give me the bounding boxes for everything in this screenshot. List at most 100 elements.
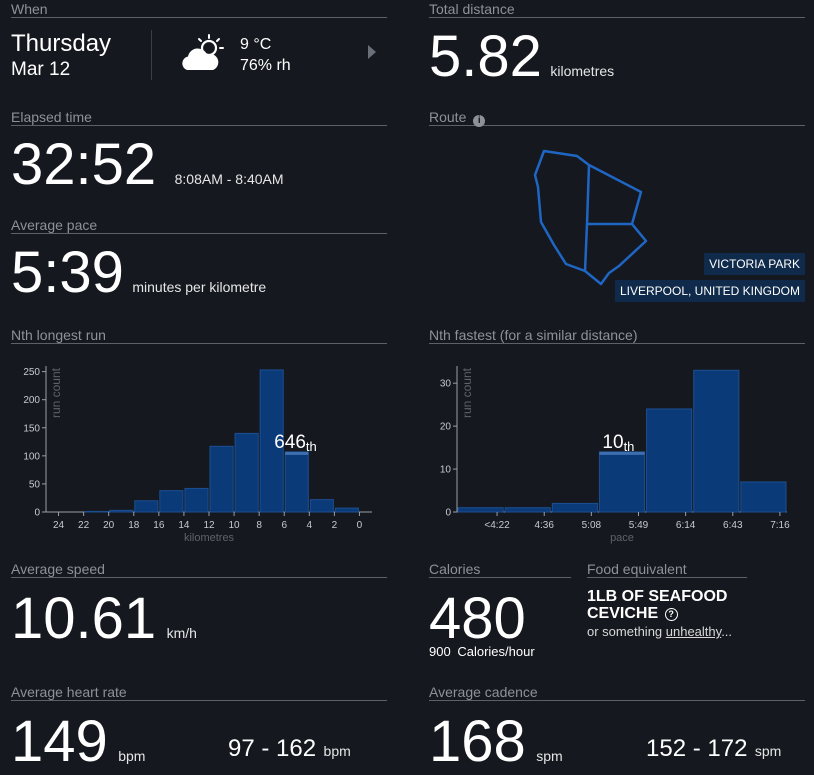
heart-value: 149 — [11, 709, 108, 774]
info-icon[interactable]: i — [473, 115, 486, 127]
elapsed-value: 32:52 — [11, 132, 157, 197]
bar — [334, 507, 359, 513]
longest-section: Nth longest run 0 50 100 150 200 250 run count… — [11, 326, 387, 544]
pace-unit: minutes per kilometre — [132, 279, 267, 295]
y-tick-label: 50 — [29, 479, 41, 490]
x-tick-label: 6:14 — [676, 520, 696, 531]
when-section: When Thursday Mar 12 9 °C 76% rh — [11, 0, 387, 80]
bar — [259, 369, 284, 513]
bar — [740, 481, 787, 513]
y-tick-label: 250 — [23, 367, 40, 378]
bar — [234, 432, 259, 513]
highlight-marker — [599, 451, 645, 455]
distance-section: Total distance 5.82 kilometres — [429, 0, 805, 86]
elapsed-range: 8:08AM - 8:40AM — [174, 171, 284, 187]
elapsed-section: Elapsed time 32:52 8:08AM - 8:40AM — [11, 108, 387, 194]
y-axis-label: run count — [49, 367, 63, 418]
rank-suffix: th — [306, 439, 317, 454]
calories-rate-value: 900 — [429, 644, 451, 659]
unhealthy-link[interactable]: unhealthy — [665, 624, 722, 639]
food-line1: 1LB OF SEAFOOD — [587, 588, 728, 605]
x-tick-label: 20 — [103, 520, 115, 531]
heart-unit: bpm — [118, 748, 146, 764]
calories-label: Calories — [429, 560, 571, 578]
food-prefix: or something — [587, 624, 666, 639]
x-tick-label: 6 — [281, 520, 287, 531]
cadence-range-unit: spm — [754, 743, 782, 759]
y-tick-label: 200 — [23, 395, 40, 406]
humidity-text: 76% rh — [240, 57, 291, 74]
x-tick-label: 22 — [78, 520, 90, 531]
route-label: Route — [429, 109, 467, 125]
calories-value: 480 — [429, 586, 526, 651]
route-place-badge: VICTORIA PARK — [704, 253, 805, 275]
x-tick-label: <4:22 — [484, 520, 510, 531]
when-label: When — [11, 0, 387, 18]
rank-number: 10 — [602, 432, 623, 453]
x-tick-label: 8 — [256, 520, 262, 531]
y-tick-label: 0 — [445, 508, 451, 519]
x-tick-label: 14 — [178, 520, 190, 531]
highlight-marker — [285, 451, 309, 455]
x-tick-label: 18 — [128, 520, 140, 531]
x-tick-label: 12 — [203, 520, 215, 531]
fastest-run-chart: 0 10 20 30 run count <4:22 4:36 5:08 5:49 6:14 6:4… — [440, 366, 790, 544]
x-axis-label: kilometres — [184, 532, 235, 544]
cadence-unit: spm — [536, 748, 563, 764]
bar — [693, 369, 740, 513]
rank-suffix: th — [624, 439, 635, 454]
partly-cloudy-icon — [179, 34, 227, 79]
x-tick-label: 16 — [153, 520, 165, 531]
heart-label: Average heart rate — [11, 683, 387, 701]
food-suffix: ... — [721, 624, 733, 639]
fastest-section: Nth fastest (for a similar distance) 0 10… — [429, 326, 805, 544]
bar — [109, 509, 134, 513]
rank-label: 646th — [274, 432, 317, 454]
x-tick-label: 2 — [332, 520, 338, 531]
chevron-right-icon[interactable] — [367, 44, 377, 65]
speed-value: 10.61 — [11, 586, 157, 651]
food-section: Food equivalent 1LB OF SEAFOOD CEVICHE ?… — [587, 560, 747, 639]
heart-range: 97 - 162 — [228, 735, 317, 762]
bar — [284, 451, 309, 513]
bar — [457, 507, 504, 513]
calories-section: Calories 480 900 Calories/hour — [429, 560, 571, 659]
heart-section: Average heart rate 149 bpm 97 - 162 bpm — [11, 683, 387, 771]
elapsed-label: Elapsed time — [11, 108, 387, 126]
y-tick-label: 30 — [440, 379, 452, 390]
date-text: Mar 12 — [11, 59, 71, 80]
speed-section: Average speed 10.61 km/h — [11, 560, 387, 648]
y-tick-label: 0 — [34, 508, 40, 519]
pace-value: 5:39 — [11, 240, 124, 305]
food-label: Food equivalent — [587, 560, 747, 578]
x-tick-label: 10 — [229, 520, 241, 531]
speed-label: Average speed — [11, 560, 387, 578]
cadence-label: Average cadence — [429, 683, 805, 701]
route-label-row: Route i — [429, 108, 805, 127]
bar — [134, 500, 159, 513]
y-tick-label: 10 — [440, 465, 452, 476]
y-tick-label: 100 — [23, 451, 40, 462]
route-city-badge: LIVERPOOL, UNITED KINGDOM — [614, 280, 805, 302]
x-tick-label: 6:43 — [723, 520, 743, 531]
cadence-section: Average cadence 168 spm 152 - 172 spm — [429, 683, 805, 771]
question-icon[interactable]: ? — [664, 608, 678, 621]
bar — [184, 487, 209, 513]
x-tick-label: 4 — [307, 520, 313, 531]
food-line2: CEVICHE — [587, 605, 659, 622]
bar — [309, 499, 334, 513]
route-section: Route i VICTORIA PARK LIVERPOOL, UNITED … — [429, 108, 805, 308]
pace-section: Average pace 5:39 minutes per kilometre — [11, 216, 387, 302]
calories-rate-unit: Calories/hour — [457, 644, 535, 659]
distance-label: Total distance — [429, 0, 805, 18]
bar — [209, 445, 234, 513]
x-tick-label: 4:36 — [534, 520, 554, 531]
bar — [159, 490, 184, 513]
x-axis-label: pace — [610, 532, 634, 544]
route-map[interactable] — [429, 128, 805, 308]
day-text: Thursday — [11, 30, 112, 57]
distance-value: 5.82 — [429, 24, 542, 89]
fastest-label: Nth fastest (for a similar distance) — [429, 326, 805, 344]
bar — [504, 507, 551, 513]
x-tick-label: 5:08 — [582, 520, 602, 531]
